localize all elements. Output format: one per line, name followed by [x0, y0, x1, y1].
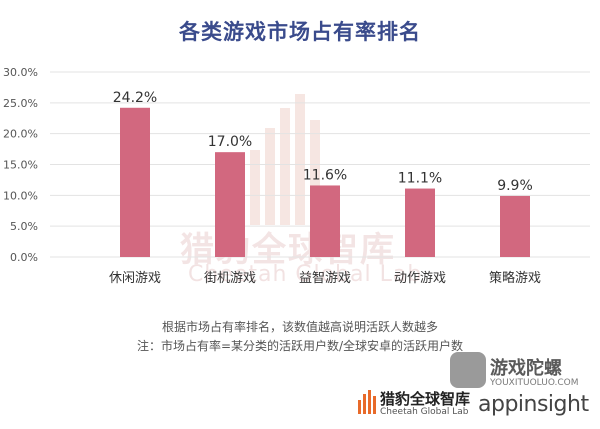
cheetah-brand-cn: 猎豹全球智库	[380, 390, 471, 408]
watermark-logo-icon	[250, 94, 320, 225]
y-tick-label: 25.0%	[3, 97, 38, 110]
bar-value-label: 17.0%	[208, 134, 252, 150]
y-tick-label: 5.0%	[10, 220, 38, 233]
y-tick-label: 15.0%	[3, 159, 38, 172]
appinsight-logo: appinsight	[478, 392, 589, 417]
bar	[405, 188, 435, 257]
chart-title: 各类游戏市场占有率排名	[179, 20, 421, 44]
x-category-label: 动作游戏	[394, 271, 446, 286]
x-category-label: 街机游戏	[204, 271, 256, 286]
bar-value-label: 11.6%	[303, 167, 347, 183]
youxituoluo-name: 游戏陀螺	[490, 358, 562, 379]
youxituoluo-url: YOUXITUOLUO.COM	[490, 378, 579, 388]
bar-value-label: 11.1%	[398, 171, 442, 187]
cheetah-brand-en: Cheetah Global Lab	[380, 407, 469, 417]
watermark-en: Cheetah Global Lab	[188, 262, 423, 287]
x-category-label: 休闲游戏	[109, 271, 161, 286]
bar	[310, 185, 340, 257]
bar	[500, 195, 530, 257]
y-tick-label: 30.0%	[3, 66, 38, 79]
bar-value-label: 24.2%	[113, 90, 157, 106]
y-tick-label: 0.0%	[10, 251, 38, 264]
bar-value-label: 9.9%	[497, 178, 533, 194]
x-category-label: 策略游戏	[489, 270, 541, 286]
bar-chart: 30.0% 25.0% 20.0% 15.0% 10.0% 5.0% 0.0% 24.2% 休闲…	[3, 66, 590, 286]
cheetah-logo-icon	[358, 390, 376, 414]
bar	[215, 152, 245, 257]
x-category-label: 益智游戏	[299, 271, 351, 286]
y-tick-label: 20.0%	[3, 128, 38, 141]
y-tick-label: 10.0%	[3, 189, 38, 202]
youxituoluo-logo-icon	[450, 352, 486, 388]
note-line-1: 根据市场占有率排名，该数值越高说明活跃人数越多	[161, 320, 438, 334]
bar	[120, 107, 150, 258]
note-line-2: 注：市场占有率=某分类的活跃用户数/全球安卓的活跃用户数	[136, 339, 464, 353]
